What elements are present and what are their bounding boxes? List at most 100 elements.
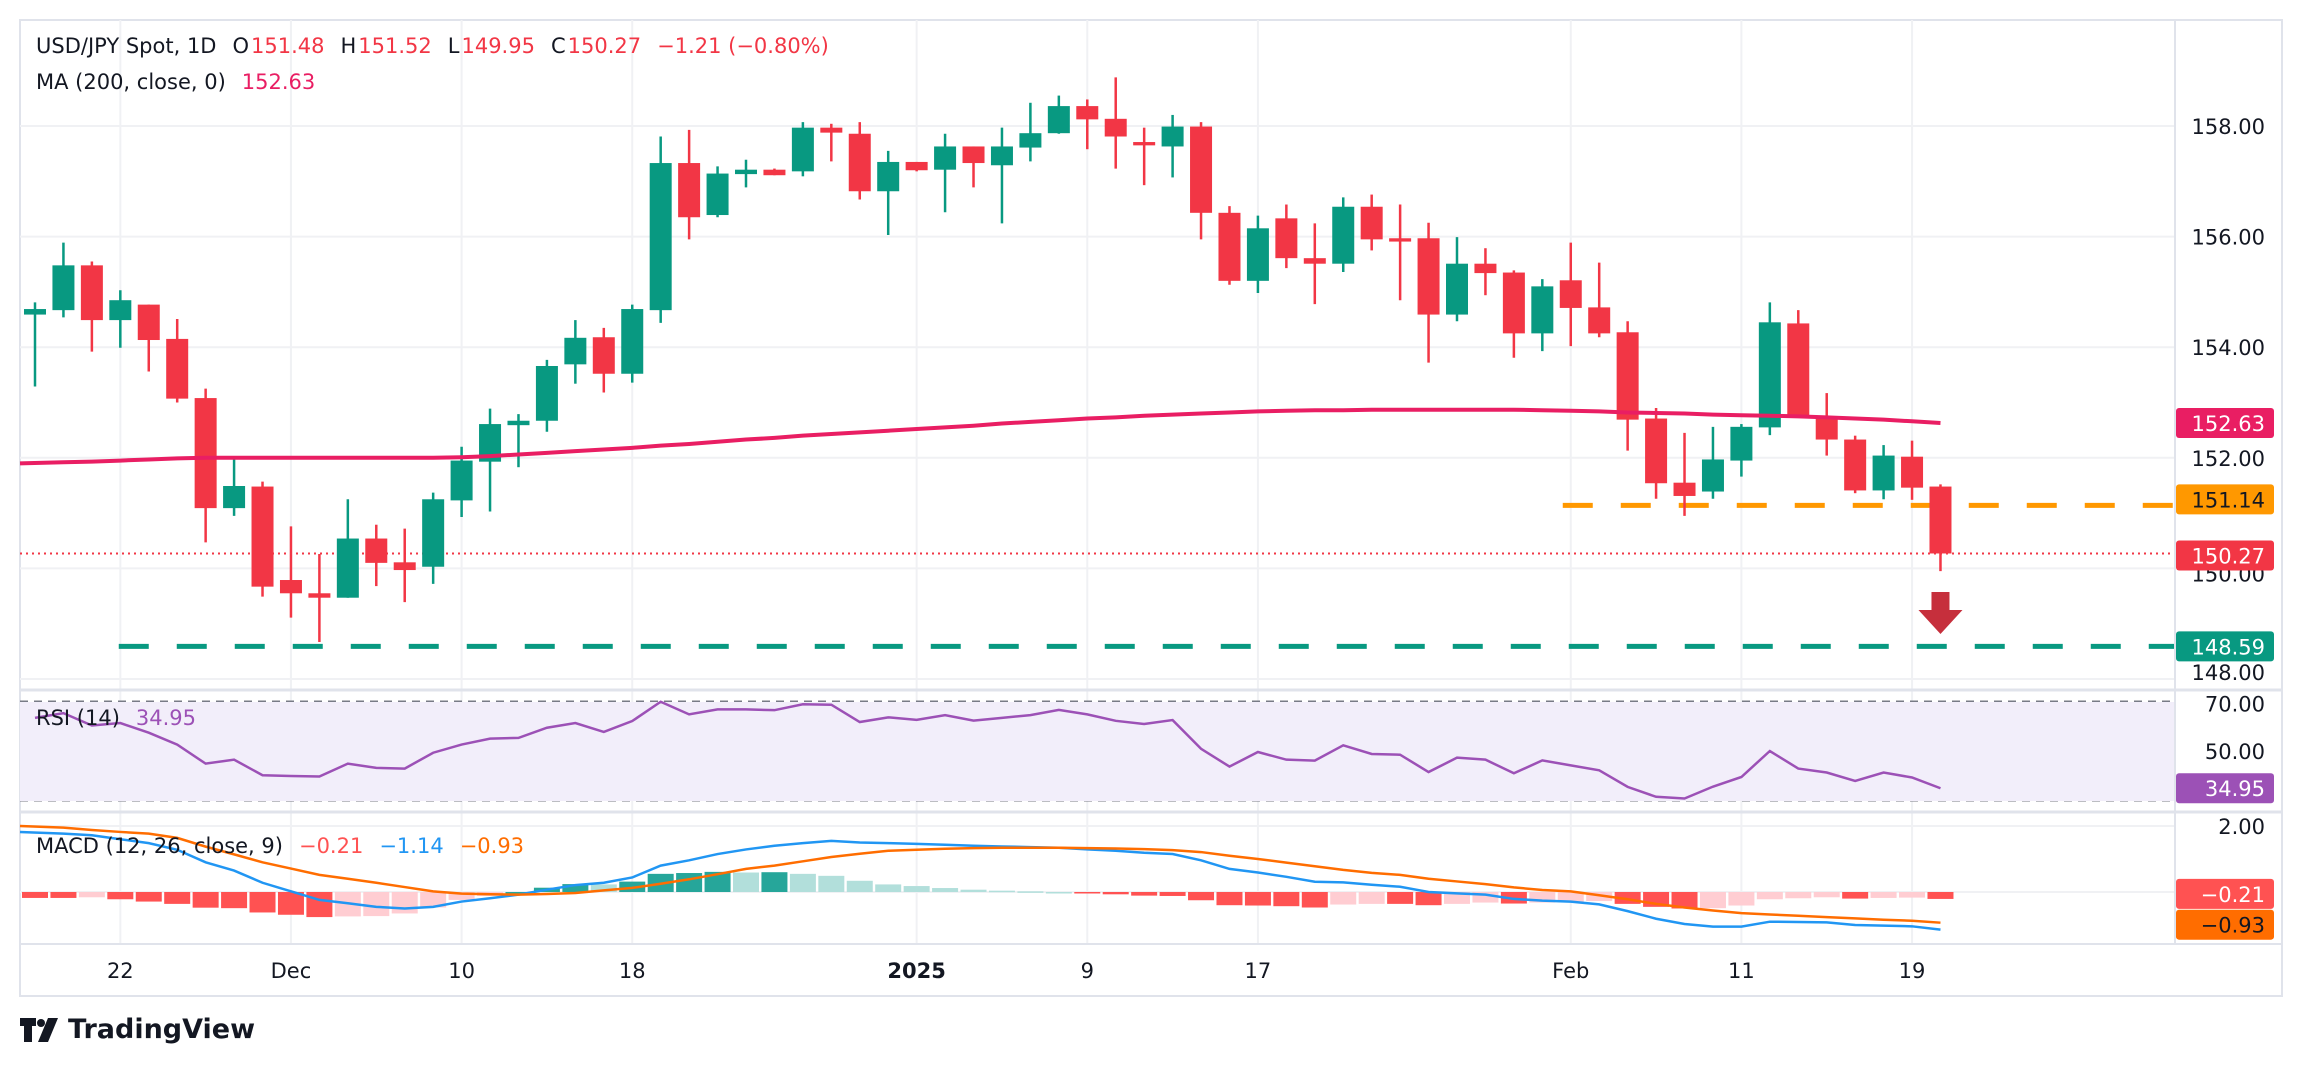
candle-down — [678, 163, 701, 218]
ma-legend: MA (200, close, 0) 152.63 — [36, 70, 317, 94]
candle-down — [905, 161, 928, 171]
date-tick-label: 19 — [1899, 959, 1926, 983]
macd-histogram-bar — [562, 884, 589, 892]
candle-down — [1787, 323, 1810, 417]
ma-price-label: 152.63 — [2192, 412, 2265, 436]
candle-up — [1047, 106, 1070, 134]
macd-histogram-bar — [1415, 892, 1442, 906]
last-price-label: 150.27 — [2192, 544, 2265, 568]
candle-down — [1389, 238, 1412, 242]
candle-up — [564, 337, 587, 365]
macd-histogram-bar — [1813, 892, 1840, 898]
ma-price-label-box — [2176, 407, 2274, 438]
candle-up — [24, 309, 46, 315]
candle-up — [1730, 426, 1753, 461]
macd-histogram-bar — [50, 892, 77, 898]
candle-down — [166, 338, 189, 399]
macd-histogram-bar — [1671, 892, 1698, 909]
macd-histogram-bar — [676, 873, 703, 892]
candle-down — [1616, 332, 1639, 420]
price-tick-label: 158.00 — [2192, 115, 2265, 139]
candle-up — [507, 420, 530, 426]
macd-histogram-bar — [1529, 892, 1556, 903]
date-tick-label: 11 — [1728, 959, 1755, 983]
down-arrow-icon — [1918, 592, 1963, 634]
macd-hist-label: −0.21 — [2201, 883, 2265, 907]
macd-value: −1.14 — [379, 834, 444, 858]
candle-down — [592, 337, 615, 374]
candle-up — [1332, 206, 1355, 264]
candle-down — [1303, 258, 1326, 264]
macd-histogram-bar — [306, 892, 333, 918]
rsi-legend: RSI (14) 34.95 — [36, 706, 198, 730]
ma-label[interactable]: MA (200, close, 0) — [36, 70, 226, 94]
candle-down — [1417, 238, 1440, 315]
macd-histogram-bar — [1387, 892, 1414, 904]
macd-histogram-bar — [932, 888, 959, 892]
candle-down — [80, 265, 103, 321]
candle-up — [621, 309, 644, 374]
low-value: 149.95 — [461, 34, 535, 58]
open-label: O — [232, 34, 249, 58]
candle-down — [1275, 218, 1298, 259]
date-tick-label: 9 — [1081, 959, 1094, 983]
macd-histogram-bar — [1045, 892, 1072, 894]
rsi-tick-label: 70.00 — [2205, 693, 2265, 717]
change-value: −1.21 (−0.80%) — [657, 34, 829, 58]
candle-down — [1815, 416, 1838, 440]
candle-down — [1901, 456, 1924, 488]
macd-histogram-bar — [1614, 892, 1641, 904]
macd-hist-value: −0.21 — [298, 834, 364, 858]
candle-up — [1246, 228, 1269, 281]
macd-signal-box — [2176, 909, 2274, 940]
macd-histogram-bar — [1927, 892, 1954, 899]
rsi-label[interactable]: RSI (14) — [36, 706, 120, 730]
symbol-title[interactable]: USD/JPY Spot, 1D — [36, 34, 217, 58]
candle-down — [1502, 272, 1525, 334]
candle-down — [820, 127, 843, 133]
candle-up — [735, 169, 757, 175]
macd-histogram-bar — [1699, 892, 1726, 909]
candle-up — [450, 460, 473, 501]
candle-down — [1133, 142, 1156, 146]
macd-histogram-bar — [1728, 892, 1755, 906]
rsi-line — [34, 700, 1941, 800]
candle-down — [763, 169, 786, 176]
candle-down — [1190, 126, 1213, 213]
macd-histogram-bar — [1756, 892, 1783, 900]
candle-down — [1559, 280, 1582, 308]
macd-hist-box — [2176, 878, 2274, 909]
macd-histogram-bar — [78, 892, 105, 898]
rsi-band — [20, 702, 2175, 801]
macd-histogram-bar — [1870, 892, 1897, 898]
date-tick-label: Dec — [271, 959, 312, 983]
macd-histogram-bar — [1472, 892, 1499, 903]
candle-up — [223, 486, 246, 509]
macd-histogram-bar — [135, 892, 162, 902]
price-tick-label: 148.00 — [2192, 661, 2265, 685]
candle-up — [1161, 126, 1184, 147]
candle-up — [1758, 322, 1781, 428]
candle-up — [479, 424, 502, 462]
macd-histogram-bar — [903, 886, 930, 892]
candle-down — [1929, 486, 1952, 554]
symbol-legend: USD/JPY Spot, 1D O151.48 H151.52 L149.95 C15… — [36, 34, 831, 58]
overlays — [19, 407, 1963, 931]
macd-histogram-bar — [1273, 892, 1300, 907]
macd-signal-line — [19, 824, 1941, 924]
candle-up — [1701, 459, 1724, 492]
macd-histogram-bar — [1216, 892, 1243, 906]
candle-down — [1076, 106, 1099, 120]
tradingview-logo[interactable]: TradingView — [20, 1014, 255, 1045]
open-value: 151.48 — [251, 34, 325, 58]
high-value: 151.52 — [358, 34, 432, 58]
macd-histogram-bar — [1131, 892, 1158, 896]
macd-histogram-bar — [221, 892, 248, 909]
macd-histogram-bar — [1017, 891, 1044, 893]
candle-down — [279, 580, 302, 594]
support-price-label: 148.59 — [2192, 635, 2265, 659]
macd-label[interactable]: MACD (12, 26, close, 9) — [36, 834, 283, 858]
macd-histogram-bar — [960, 889, 987, 892]
